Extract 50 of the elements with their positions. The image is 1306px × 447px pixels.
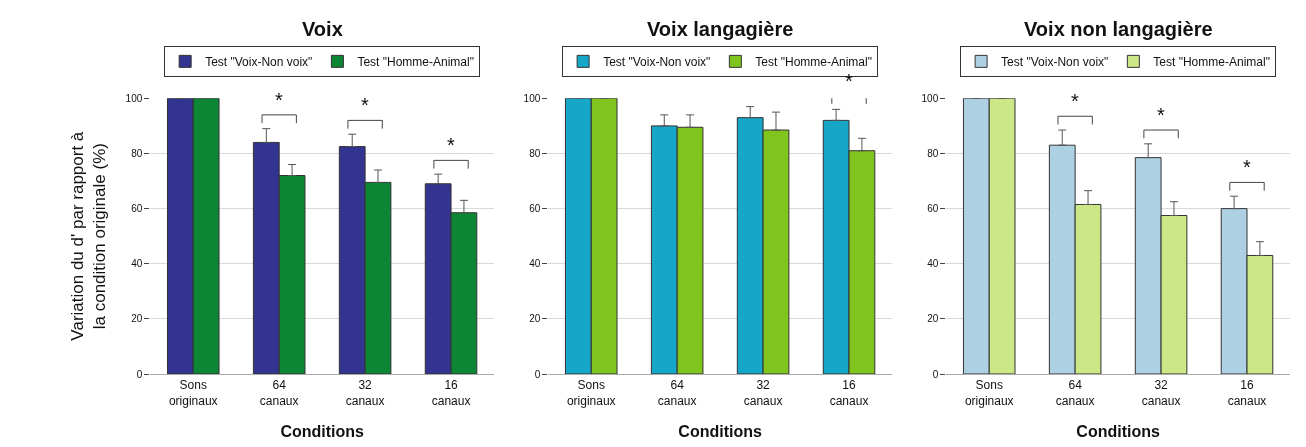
y-tick-label: 100 <box>523 92 541 104</box>
x-axis-title: Conditions <box>280 422 365 440</box>
text: * <box>845 70 853 92</box>
y-tick-label: 20 <box>529 313 541 325</box>
y-tick-label: 0 <box>932 368 939 380</box>
x-axis-title: Conditions <box>678 422 762 440</box>
x-tick-label: 32 canaux <box>345 378 385 408</box>
legend-label: Test "Homme-Animal" <box>1153 55 1270 70</box>
y-tick-label: 40 <box>131 258 143 270</box>
x-tick-label: 32 canaux <box>743 378 783 408</box>
y-tick-label: 100 <box>125 92 143 104</box>
annotation: * <box>1071 90 1079 112</box>
annotation: * <box>361 94 369 116</box>
chart-title: Voix <box>302 18 343 40</box>
x-tick-label: 64 canaux <box>1055 378 1095 408</box>
y-tick-label: 40 <box>529 258 541 270</box>
y-tick-label: 0 <box>534 368 541 380</box>
x-tick-label: 16 canaux <box>829 378 869 408</box>
x-tick-label: 32 canaux <box>1141 378 1181 408</box>
y-tick-label: 60 <box>529 203 541 215</box>
chart-title: Voix non langagière <box>1024 18 1213 40</box>
x-tick-label: 16 canaux <box>431 378 471 408</box>
y-axis-title: Variation du d' par rapport à la condition originale (%) <box>68 131 110 341</box>
annotation: * <box>1243 156 1251 178</box>
annotation: * <box>1157 104 1165 126</box>
y-tick-label: 20 <box>927 313 939 325</box>
y-tick-label: 100 <box>921 92 939 104</box>
y-tick-label: 60 <box>927 203 939 215</box>
legend-label: Test "Voix-Non voix" <box>205 55 313 70</box>
legend-label: Test "Homme-Animal" <box>357 55 474 70</box>
x-tick-label: 64 canaux <box>657 378 697 408</box>
y-tick-label: 60 <box>131 203 143 215</box>
y-tick-label: 20 <box>131 313 143 325</box>
legend-label: Test "Voix-Non voix" <box>603 55 711 70</box>
x-tick-label: 64 canaux <box>259 378 299 408</box>
x-tick-label: 16 canaux <box>1227 378 1267 408</box>
x-tick-label: Sons originaux <box>964 378 1014 408</box>
y-tick-label: 0 <box>136 368 143 380</box>
x-tick-label: Sons originaux <box>168 378 218 408</box>
legend-label: Test "Voix-Non voix" <box>1001 55 1109 70</box>
y-tick-label: 80 <box>529 147 541 159</box>
y-tick-label: 80 <box>131 147 143 159</box>
legend-label: Test "Homme-Animal" <box>755 55 872 70</box>
y-tick-label: 80 <box>927 147 939 159</box>
x-axis-title: Conditions <box>1076 422 1160 440</box>
annotation: * <box>447 134 455 156</box>
x-tick-label: Sons originaux <box>566 378 616 408</box>
y-tick-label: 40 <box>927 258 939 270</box>
chart-title: Voix langagière <box>647 18 794 40</box>
annotation: * <box>275 89 283 111</box>
